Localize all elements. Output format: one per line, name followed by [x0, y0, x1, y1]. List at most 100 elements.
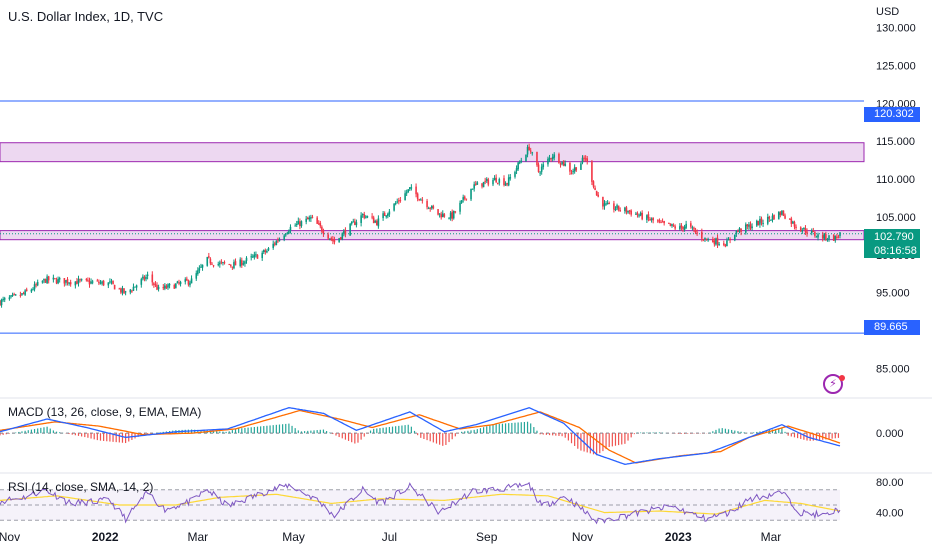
candle-body [404, 193, 406, 201]
candle-body [459, 202, 461, 212]
candle-body [416, 193, 419, 199]
candle-body [528, 146, 530, 151]
candle-body [748, 224, 750, 227]
candle-body [176, 281, 179, 284]
candle-body [540, 166, 543, 172]
candle-body [217, 264, 220, 266]
candle-body [526, 146, 529, 155]
time-tick-label: 2023 [665, 530, 692, 544]
candle-body [245, 257, 248, 261]
candle-body [387, 213, 389, 217]
candle-body [525, 154, 527, 162]
time-tick-label: Mar [761, 530, 782, 544]
candle-body [189, 282, 191, 286]
candle-body [558, 153, 560, 164]
candle-body [415, 186, 417, 195]
candle-body [396, 201, 399, 203]
candle-body [98, 281, 100, 284]
candle-body [91, 281, 94, 283]
candle-body [646, 215, 648, 220]
candle-body [352, 221, 355, 223]
candle-body [99, 282, 102, 284]
candle-body [223, 262, 226, 264]
candle-body [727, 239, 730, 241]
candle-body [328, 238, 331, 240]
candle-body [32, 289, 34, 291]
candle-body [693, 227, 695, 230]
candle-body [498, 178, 501, 183]
candle-body [385, 215, 388, 217]
candle-body [228, 264, 231, 266]
lightning-icon[interactable]: ⚡ [823, 374, 843, 394]
candle-body [782, 210, 785, 216]
candle-body [25, 289, 28, 292]
candle-body [690, 223, 692, 227]
candle-body [330, 238, 333, 240]
candle-body [734, 234, 736, 241]
candle-body [131, 290, 133, 292]
candle-body [393, 203, 395, 211]
candle-body [606, 202, 609, 205]
macd-zero-label: 0.000 [876, 428, 904, 440]
candle-body [492, 180, 494, 185]
candle-body [146, 274, 149, 276]
candle-body [441, 213, 444, 218]
candle-body [661, 221, 664, 223]
candle-body [668, 222, 670, 224]
candle-body [41, 281, 44, 283]
candle-body [839, 232, 841, 236]
candle-body [399, 200, 402, 202]
candle-body [354, 221, 356, 225]
candle-body [482, 181, 485, 188]
candle-body [222, 262, 224, 264]
candle-body [376, 220, 378, 226]
candle-body [295, 223, 298, 226]
candle-body [474, 183, 477, 185]
candle-body [559, 163, 562, 165]
candle-body [691, 227, 694, 229]
candle-body [539, 172, 541, 174]
candle-body [165, 286, 168, 289]
candle-body [255, 254, 257, 256]
candle-body [473, 184, 475, 189]
candle-body [647, 214, 650, 219]
currency-label: USD [876, 6, 900, 18]
candle-body [187, 280, 190, 285]
time-tick-label: 2022 [92, 530, 119, 544]
candle-body [432, 206, 435, 209]
candle-body [792, 221, 794, 224]
candle-body [175, 283, 177, 288]
candle-body [300, 221, 303, 227]
candle-body [575, 167, 578, 171]
candle-body [54, 278, 56, 280]
candle-body [707, 238, 709, 241]
candle-body [46, 276, 48, 284]
candle-body [288, 230, 290, 234]
candle-body [374, 221, 377, 223]
rsi-indicator-label[interactable]: RSI (14, close, SMA, 14, 2) [8, 480, 154, 494]
candle-body [515, 168, 518, 171]
candle-body [377, 218, 380, 227]
candle-body [88, 281, 91, 285]
price-tick-label: 85.000 [876, 363, 910, 375]
candle-body [451, 211, 453, 219]
candle-body [321, 226, 323, 232]
candle-body [253, 254, 256, 258]
candle-body [496, 182, 499, 184]
candle-body [305, 218, 307, 222]
candle-body [231, 266, 234, 268]
candle-body [658, 220, 661, 222]
candle-body [286, 232, 289, 234]
candle-body [617, 205, 620, 210]
candle-body [504, 183, 507, 186]
candle-body [630, 210, 632, 215]
candle-body [230, 264, 232, 266]
candle-body [595, 190, 598, 196]
candle-body [371, 216, 373, 218]
macd-indicator-label[interactable]: MACD (13, 26, close, 9, EMA, EMA) [8, 405, 202, 419]
candle-body [426, 200, 428, 208]
candle-body [363, 214, 366, 218]
candle-body [85, 279, 88, 281]
price-tick-label: 130.000 [876, 23, 916, 35]
